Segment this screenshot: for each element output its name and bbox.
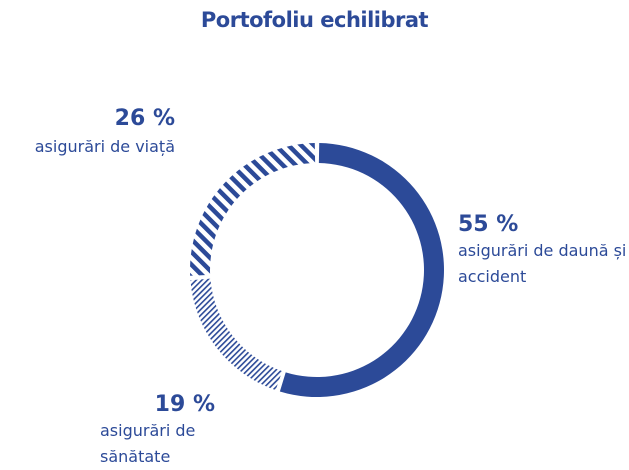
value-label: 55 % xyxy=(458,212,519,237)
donut-segment xyxy=(190,143,316,276)
category-label: asigurări de sănătate xyxy=(100,421,196,466)
donut-segment xyxy=(279,143,445,397)
category-label: asigurări de viață xyxy=(34,137,175,156)
chart-title: Portofoliu echilibrat xyxy=(200,8,429,32)
value-label: 19 % xyxy=(154,392,215,417)
donut-segment xyxy=(190,278,283,391)
category-label: asigurări de daună și accident xyxy=(458,241,627,286)
value-label: 26 % xyxy=(114,106,175,131)
